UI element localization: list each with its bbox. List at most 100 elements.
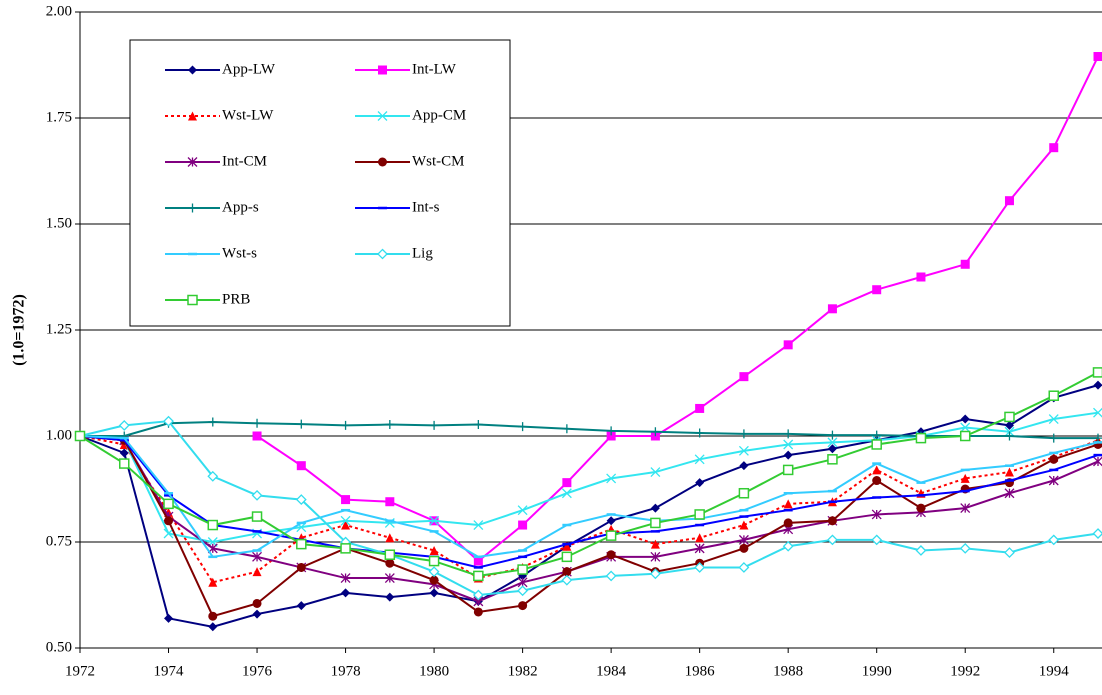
x-tick-label: 1990	[862, 663, 892, 679]
legend-label: Wst-s	[222, 245, 257, 261]
marker	[561, 574, 573, 586]
marker	[378, 157, 387, 167]
series-line	[80, 421, 1098, 440]
y-tick-label: 1.75	[46, 109, 72, 125]
marker	[827, 304, 837, 314]
marker	[385, 558, 395, 568]
marker	[606, 550, 616, 560]
series-line	[79, 371, 1099, 577]
legend-label: PRB	[222, 291, 250, 307]
legend-label: App-CM	[412, 107, 466, 123]
marker	[429, 420, 439, 430]
marker	[1093, 52, 1102, 62]
legend-box	[129, 39, 511, 327]
marker	[783, 429, 793, 439]
marker	[340, 515, 351, 526]
marker	[340, 543, 351, 554]
series-line	[79, 435, 1099, 558]
marker	[739, 372, 749, 382]
legend-label: Lig	[412, 245, 433, 261]
marker	[1004, 547, 1015, 559]
marker	[296, 538, 307, 550]
marker	[163, 415, 174, 427]
x-tick-label: 1984	[596, 663, 627, 679]
marker	[783, 518, 793, 528]
marker	[650, 551, 661, 562]
x-tick-label: 1992	[950, 663, 980, 679]
legend-label: Int-CM	[222, 153, 267, 169]
marker	[377, 248, 388, 260]
marker	[738, 487, 750, 499]
marker	[472, 589, 484, 601]
marker	[517, 585, 529, 597]
marker	[296, 419, 306, 429]
marker	[251, 489, 263, 501]
marker	[1049, 143, 1059, 153]
marker	[252, 567, 262, 577]
marker	[871, 509, 882, 520]
marker	[385, 592, 395, 602]
marker	[739, 543, 749, 553]
marker	[1004, 420, 1014, 430]
marker	[872, 476, 882, 486]
marker	[960, 473, 970, 483]
marker	[296, 562, 306, 572]
x-tick-label: 1988	[773, 663, 803, 679]
marker	[960, 414, 970, 424]
marker	[518, 520, 528, 530]
marker	[694, 562, 706, 573]
marker	[562, 424, 572, 434]
marker	[252, 418, 262, 428]
marker	[561, 488, 572, 499]
marker	[473, 570, 484, 582]
marker	[872, 430, 882, 440]
x-tick-label: 1982	[508, 663, 538, 679]
marker	[871, 439, 882, 450]
marker	[916, 503, 926, 513]
legend-label: App-s	[222, 199, 259, 215]
marker	[296, 461, 306, 471]
marker	[783, 439, 794, 450]
marker	[738, 562, 750, 573]
y-tick-label: 0.50	[46, 639, 72, 655]
marker	[872, 465, 882, 475]
series-line	[79, 411, 1099, 544]
marker	[827, 534, 838, 546]
marker	[562, 567, 572, 577]
marker	[606, 473, 617, 484]
marker	[783, 340, 793, 350]
marker	[561, 551, 573, 563]
marker	[252, 551, 263, 562]
marker	[606, 426, 616, 436]
marker	[960, 503, 971, 514]
marker	[695, 533, 705, 543]
marker	[782, 464, 794, 476]
y-tick-label: 1.50	[46, 215, 72, 231]
marker	[827, 454, 838, 465]
marker	[694, 543, 705, 554]
marker	[1048, 475, 1059, 486]
marker	[429, 545, 439, 555]
marker	[473, 556, 483, 566]
legend-label: App-LW	[222, 61, 276, 77]
marker	[1004, 467, 1014, 477]
marker	[473, 607, 483, 617]
x-tick-label: 1980	[419, 663, 449, 679]
marker	[960, 259, 970, 269]
marker	[783, 499, 793, 509]
marker	[119, 448, 129, 458]
marker	[517, 505, 528, 516]
marker	[207, 470, 219, 482]
marker	[783, 450, 793, 460]
marker	[164, 613, 174, 623]
marker	[695, 403, 705, 413]
marker	[871, 534, 883, 546]
marker	[429, 515, 440, 526]
y-tick-label: 1.25	[46, 321, 72, 337]
marker	[650, 503, 660, 513]
marker	[384, 573, 395, 583]
marker	[385, 533, 395, 543]
marker	[1048, 390, 1059, 401]
marker	[650, 517, 661, 529]
marker	[782, 540, 794, 552]
